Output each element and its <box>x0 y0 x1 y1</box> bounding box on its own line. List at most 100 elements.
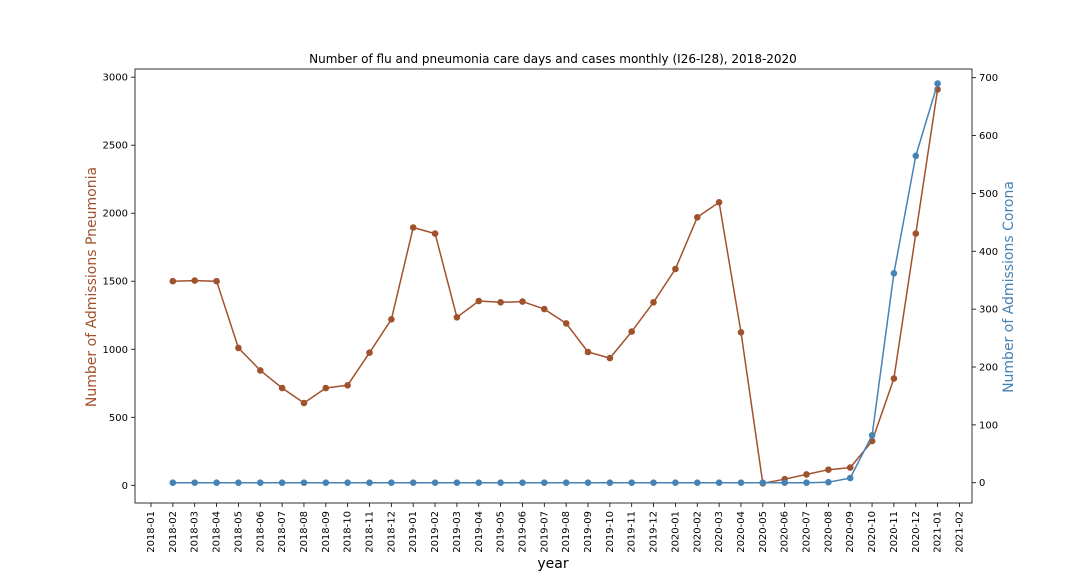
pneumonia-data-point <box>672 265 679 273</box>
pneumonia-data-point <box>650 299 657 306</box>
right-y-tick-label: 400 <box>979 247 998 258</box>
x-tick-label: 2019-03 <box>452 511 463 553</box>
pneumonia-data-point <box>322 384 330 392</box>
corona-data-point <box>235 479 242 487</box>
chart-title: Number of flu and pneumonia care days an… <box>309 52 797 66</box>
x-tick-label: 2018-01 <box>146 511 157 553</box>
x-tick-label: 2019-09 <box>583 511 594 553</box>
corona-data-point <box>497 479 504 487</box>
corona-data-point <box>650 479 657 487</box>
corona-data-point <box>628 479 635 487</box>
pneumonia-data-point <box>584 348 592 356</box>
corona-data-point <box>584 479 592 487</box>
pneumonia-data-point <box>715 199 723 206</box>
pneumonia-data-point <box>278 384 286 392</box>
x-tick-label: 2018-11 <box>365 511 376 553</box>
x-tick-label: 2018-08 <box>299 511 310 553</box>
x-tick-label: 2018-07 <box>277 511 288 553</box>
corona-series-line <box>172 83 939 484</box>
pneumonia-data-point <box>409 224 417 231</box>
x-tick-label: 2018-03 <box>190 511 201 553</box>
corona-data-point <box>431 479 439 487</box>
x-tick-label: 2021-02 <box>954 511 965 553</box>
corona-data-point <box>541 479 548 487</box>
x-tick-label: 2020-09 <box>845 511 856 553</box>
pneumonia-data-point <box>497 299 504 306</box>
plot-frame <box>134 68 973 504</box>
right-y-tick-label: 200 <box>979 363 998 374</box>
left-y-tick-label: 500 <box>109 413 128 424</box>
x-tick-label: 2018-10 <box>343 511 354 553</box>
x-tick-label: 2021-01 <box>933 511 944 553</box>
x-tick-label: 2018-06 <box>255 511 266 553</box>
pneumonia-data-point <box>213 277 220 285</box>
x-tick-label: 2020-03 <box>714 511 725 553</box>
right-y-tick-label: 600 <box>979 131 998 142</box>
pneumonia-data-point <box>912 230 920 237</box>
pneumonia-data-point <box>694 214 701 221</box>
left-y-tick-label: 1000 <box>103 345 128 356</box>
pneumonia-data-point <box>300 399 308 407</box>
corona-data-point <box>191 479 198 487</box>
corona-data-point <box>803 479 810 487</box>
pneumonia-data-point <box>737 329 745 336</box>
corona-data-point <box>169 479 177 487</box>
pneumonia-data-point <box>235 344 242 352</box>
pneumonia-data-point <box>606 354 614 362</box>
x-tick-label: 2018-12 <box>386 511 397 553</box>
corona-data-point <box>322 479 330 487</box>
x-tick-label: 2019-01 <box>408 511 419 553</box>
left-axis-title: Number of Admissions Pneumonia <box>84 167 100 407</box>
pneumonia-data-point <box>825 466 832 474</box>
corona-data-point <box>475 479 483 487</box>
right-y-tick-label: 300 <box>979 305 998 316</box>
corona-data-point <box>715 479 723 487</box>
corona-data-point <box>606 479 614 487</box>
pneumonia-data-point <box>453 314 461 321</box>
x-tick-label: 2019-02 <box>430 511 441 553</box>
x-tick-label: 2020-06 <box>780 511 791 553</box>
corona-data-point <box>519 479 526 487</box>
pneumonia-data-point <box>257 367 264 374</box>
right-y-tick-label: 500 <box>979 189 998 200</box>
corona-data-point <box>300 479 308 487</box>
right-y-tick-label: 100 <box>979 420 998 431</box>
corona-data-point <box>672 479 679 487</box>
corona-data-point <box>846 474 854 482</box>
x-axis-title: year <box>537 556 568 572</box>
pneumonia-data-point <box>846 464 854 471</box>
x-tick-label: 2019-10 <box>605 511 616 553</box>
left-y-tick-label: 1500 <box>103 277 128 288</box>
pneumonia-data-point <box>628 328 635 335</box>
pneumonia-data-point <box>344 382 351 389</box>
corona-data-point <box>912 152 920 160</box>
x-tick-label: 2019-12 <box>649 511 660 553</box>
pneumonia-data-point <box>541 305 548 313</box>
left-y-tick-label: 0 <box>122 481 128 492</box>
x-tick-label: 2019-04 <box>474 511 485 553</box>
x-tick-label: 2020-08 <box>823 511 834 553</box>
pneumonia-data-point <box>431 230 439 237</box>
corona-data-point <box>934 80 941 87</box>
pneumonia-data-point <box>890 375 898 382</box>
left-y-tick-label: 3000 <box>103 73 128 84</box>
right-y-tick-label: 0 <box>979 478 985 489</box>
corona-data-point <box>366 479 373 487</box>
x-tick-label: 2019-05 <box>496 511 507 553</box>
pneumonia-data-point <box>388 316 395 323</box>
x-tick-label: 2020-11 <box>889 511 900 553</box>
pneumonia-data-point <box>169 277 177 285</box>
corona-data-point <box>344 479 351 487</box>
x-tick-label: 2018-05 <box>233 511 244 553</box>
x-tick-label: 2020-12 <box>911 511 922 553</box>
corona-data-point <box>694 479 701 487</box>
x-tick-label: 2019-06 <box>517 511 528 553</box>
left-y-tick-label: 2500 <box>103 141 128 152</box>
corona-data-point <box>278 479 286 487</box>
x-tick-label: 2020-01 <box>670 511 681 553</box>
corona-data-point <box>562 479 570 487</box>
corona-data-point <box>257 479 264 487</box>
x-tick-label: 2018-02 <box>168 511 179 553</box>
corona-data-point <box>781 479 788 487</box>
